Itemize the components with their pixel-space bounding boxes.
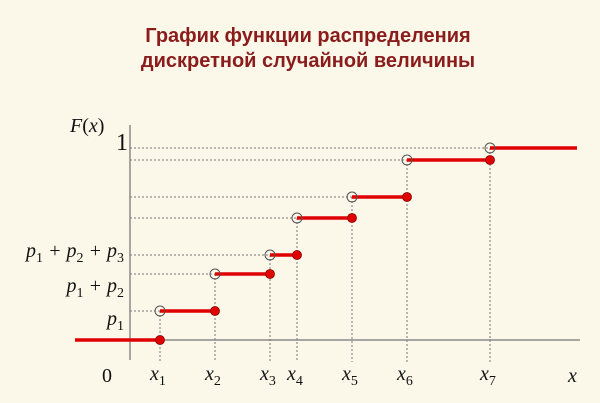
filled-point [265, 269, 275, 279]
subscript: 5 [351, 374, 358, 389]
title-line: График функции распределения [145, 25, 470, 47]
subscript: 1 [77, 286, 84, 301]
open-point [154, 305, 166, 317]
subscript: 2 [214, 374, 221, 389]
filled-point [347, 213, 357, 223]
filled-point [155, 335, 165, 345]
subscript: 3 [117, 251, 124, 266]
subscript: 1 [117, 319, 124, 334]
filled-point [402, 192, 412, 202]
title-line: дискретной случайной величины [141, 50, 475, 72]
math-label: x3 [259, 363, 276, 389]
label-part: ( [82, 115, 89, 137]
label-part: x [259, 363, 269, 385]
y-axis-label: F(x) [69, 115, 104, 137]
filled-point [292, 250, 302, 260]
label-part: x [479, 363, 489, 385]
origin-label: 0 [102, 365, 112, 387]
math-label: x6 [396, 363, 413, 389]
x-axis-label: x [567, 365, 577, 387]
label-part: x [204, 363, 214, 385]
label-part: p [105, 308, 117, 330]
math-label: p1 + p2 + p3 [24, 240, 124, 266]
label-part: x [149, 363, 159, 385]
math-label: x5 [341, 363, 358, 389]
label-part: x [341, 363, 351, 385]
math-label: p1 + p2 [65, 275, 125, 301]
open-point [291, 212, 303, 224]
one-label: 1 [116, 130, 128, 156]
open-point [209, 268, 221, 280]
subscript: 2 [117, 286, 124, 301]
label-part: p [24, 240, 36, 262]
label-part: p [65, 275, 77, 297]
filled-point [210, 306, 220, 316]
subscript: 2 [77, 251, 84, 266]
math-label: x1 [149, 363, 166, 389]
filled-point [485, 155, 495, 165]
label-part: x [88, 115, 98, 137]
label-part: + p [84, 275, 118, 297]
label-part: x [396, 363, 406, 385]
label-part: F [69, 115, 83, 137]
open-point [484, 142, 496, 154]
label-part: ) [98, 115, 105, 137]
math-label: x4 [286, 363, 303, 389]
math-label: x2 [204, 363, 221, 389]
label-part: x [286, 363, 296, 385]
open-point [346, 191, 358, 203]
subscript: 1 [36, 251, 43, 266]
open-point [401, 154, 413, 166]
math-label: p1 [105, 308, 124, 334]
subscript: 1 [159, 374, 166, 389]
subscript: 7 [489, 374, 496, 389]
label-part: + p [43, 240, 77, 262]
subscript: 6 [406, 374, 413, 389]
subscript: 4 [296, 374, 303, 389]
open-point [264, 249, 276, 261]
label-part: + p [84, 240, 118, 262]
math-label: x7 [479, 363, 496, 389]
subscript: 3 [269, 374, 276, 389]
